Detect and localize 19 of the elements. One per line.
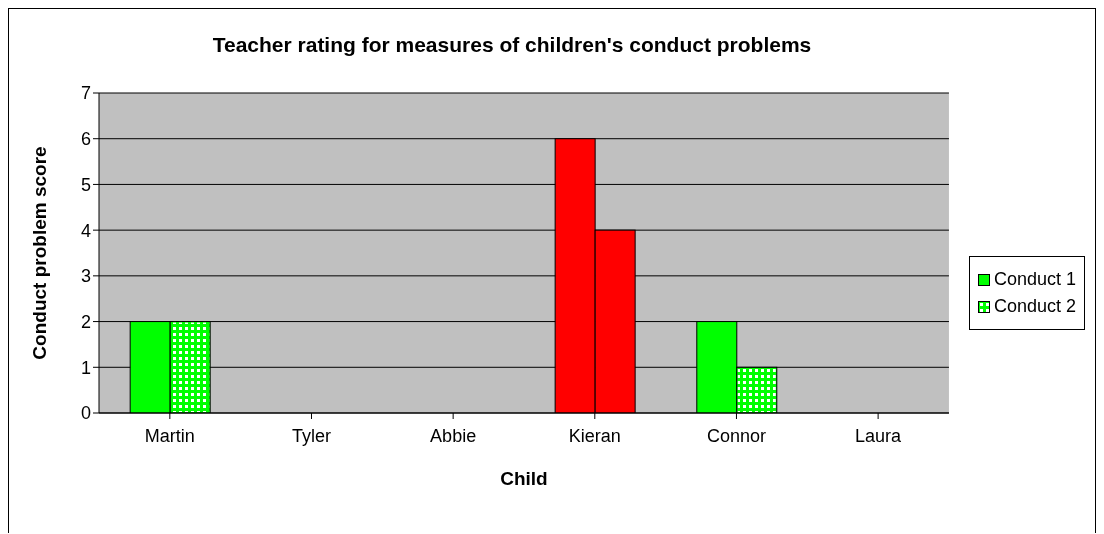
y-tick-label: 7 <box>80 83 91 104</box>
y-tick-label: 3 <box>80 266 91 287</box>
y-tick-label: 0 <box>80 403 91 424</box>
x-tick-label: Abbie <box>430 425 477 446</box>
legend-label: Conduct 2 <box>993 296 1076 317</box>
x-tick-label: Tyler <box>291 425 331 446</box>
legend-label: Conduct 1 <box>993 269 1076 290</box>
y-tick-label: 2 <box>80 311 91 332</box>
x-tick-label: Connor <box>706 425 766 446</box>
y-tick-label: 5 <box>80 174 91 195</box>
y-tick-label: 1 <box>80 357 91 378</box>
y-axis-title: Conduct problem score <box>28 146 50 360</box>
x-axis-title: Child <box>500 468 548 489</box>
x-tick-label: Kieran <box>568 425 621 446</box>
x-tick-label: Laura <box>855 425 903 446</box>
x-tick-label: Martin <box>144 425 195 446</box>
chart-title: Teacher rating for measures of children's conduct problems <box>211 32 813 58</box>
y-tick-label: 6 <box>80 129 91 150</box>
y-tick-label: 4 <box>80 220 91 241</box>
